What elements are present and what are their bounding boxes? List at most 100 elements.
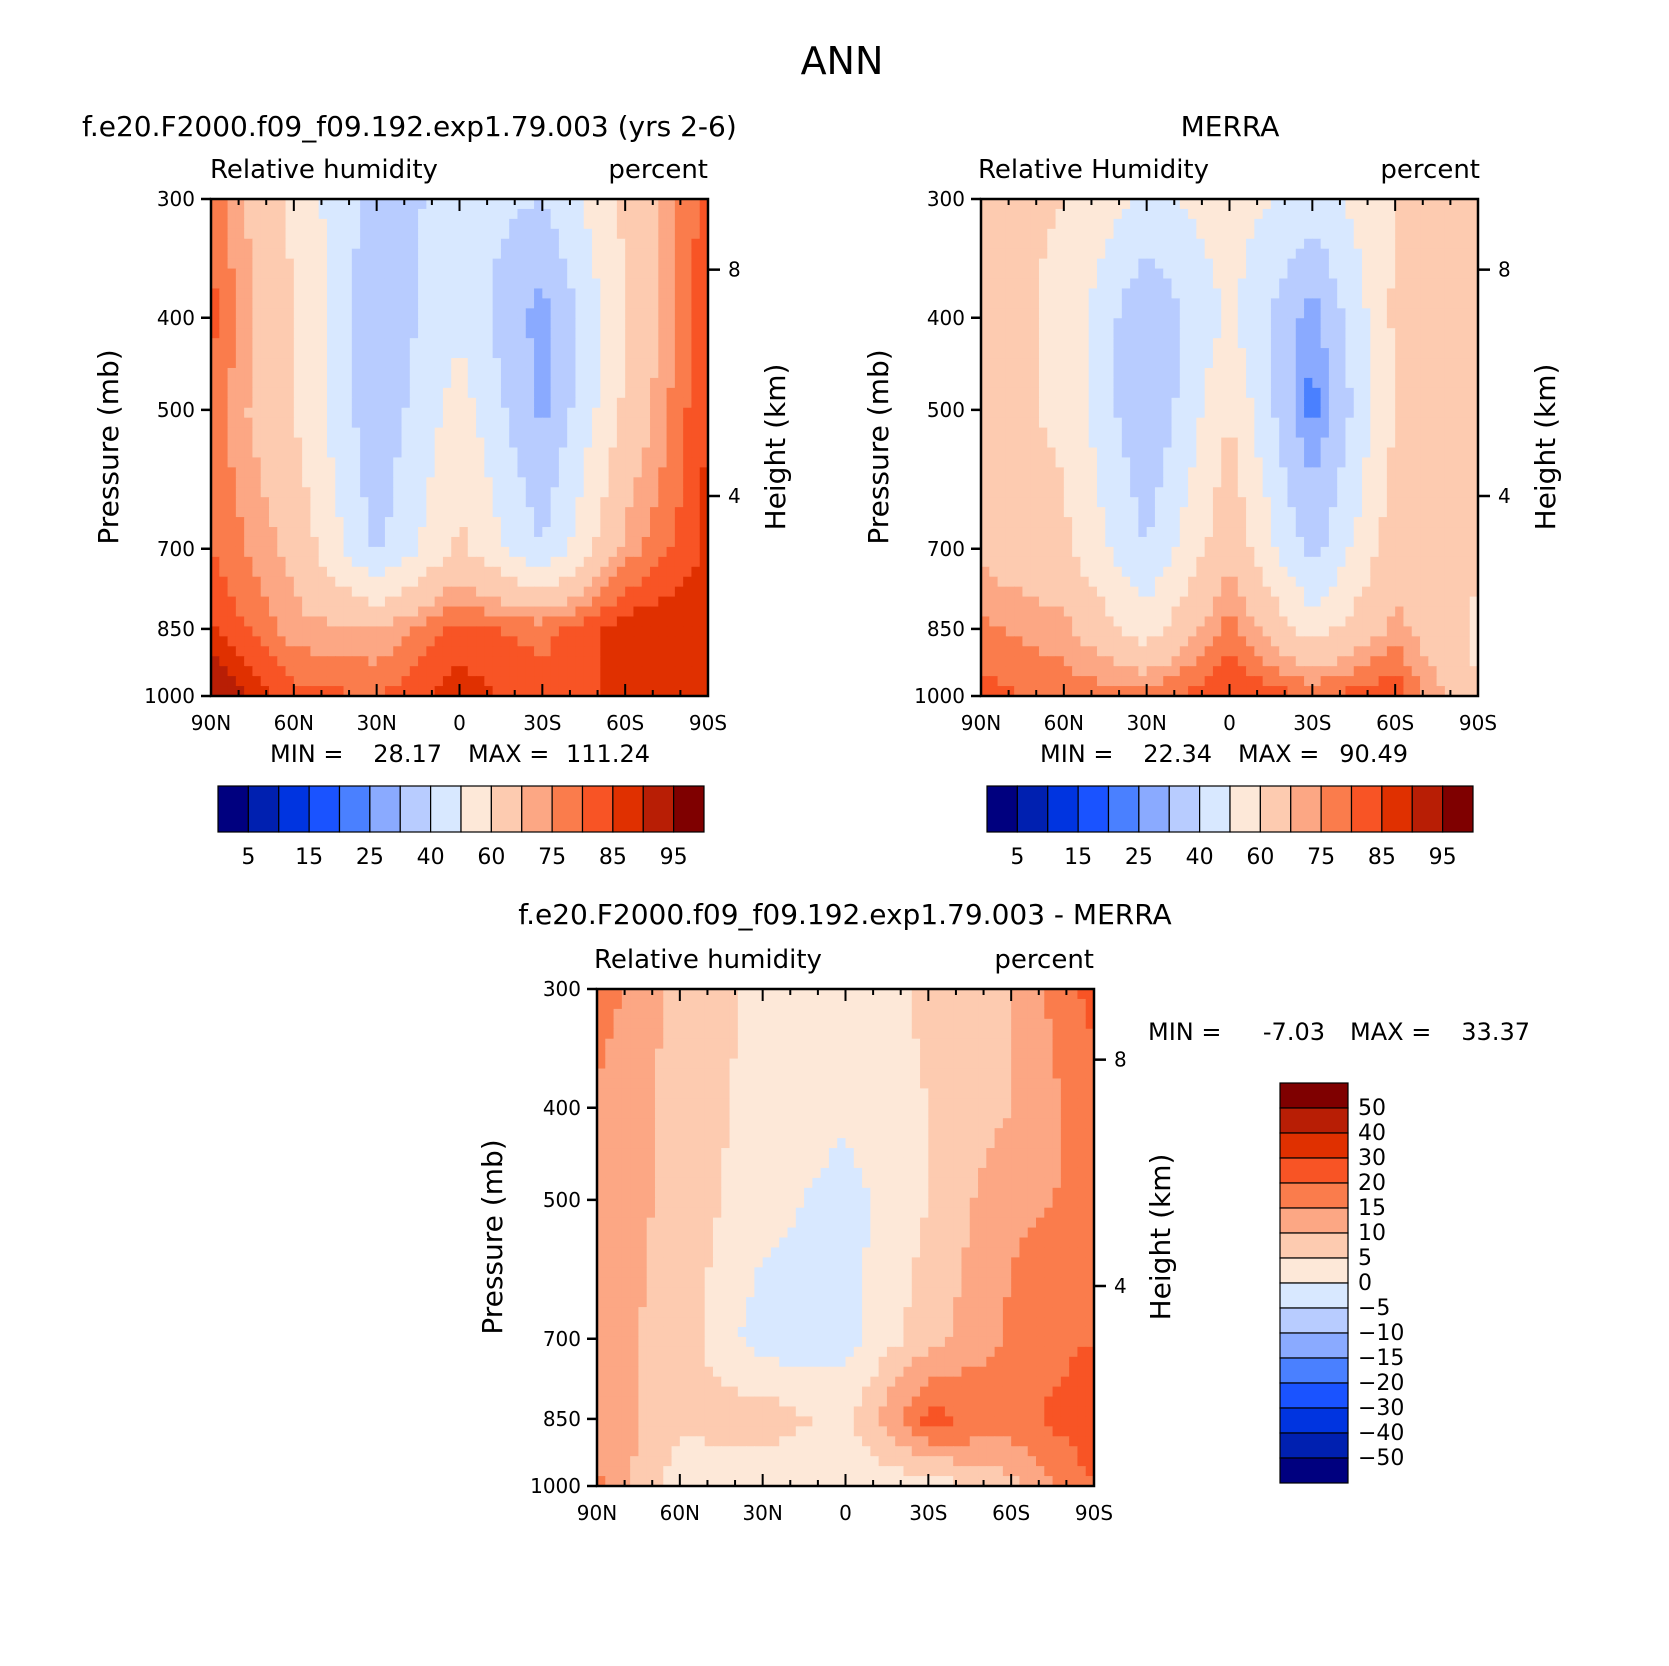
panel-obs-heatmap-cell	[1270, 318, 1280, 329]
panel-model-heatmap-cell	[558, 208, 568, 220]
panel-model-heatmap-cell	[683, 586, 693, 598]
panel-model-heatmap-cell	[302, 268, 311, 280]
panel-obs-heatmap-cell	[989, 447, 999, 459]
panel-model-heatmap-cell	[509, 417, 519, 429]
panel-obs-heatmap-cell	[1444, 397, 1454, 409]
panel-model-heatmap-cell	[583, 367, 593, 379]
panel-model-heatmap-cell	[658, 248, 668, 260]
panel-obs-heatmap-cell	[989, 218, 999, 230]
panel-obs-heatmap-cell	[1287, 218, 1297, 230]
panel-model-heatmap-cell	[625, 268, 635, 280]
panel-obs-heatmap-cell	[1138, 417, 1148, 429]
panel-obs-heatmap-cell	[1304, 477, 1313, 488]
panel-obs-heatmap-cell	[1005, 228, 1015, 240]
panel-obs-heatmap-cell	[1279, 238, 1289, 250]
panel-model-heatmap-cell	[691, 397, 701, 409]
panel-obs-heatmap-cell	[1163, 407, 1173, 419]
panel-model-heatmap-cell	[418, 437, 427, 449]
panel-model-heatmap-cell	[583, 199, 593, 210]
panel-model-heatmap-cell	[211, 248, 220, 260]
panel-obs-heatmap-cell	[997, 437, 1007, 449]
panel-model-heatmap-cell	[600, 477, 610, 488]
panel-model-heatmap-cell	[691, 278, 701, 290]
panel-obs-heatmap-cell	[1461, 397, 1471, 409]
panel-model-heatmap-cell	[459, 626, 469, 637]
panel-model-heatmap-cell	[658, 328, 668, 339]
panel-model-heatmap-cell	[426, 248, 436, 260]
panel-model-heatmap-cell	[459, 377, 469, 389]
panel-model-heatmap-cell	[418, 228, 427, 240]
panel-model-heatmap-cell	[633, 596, 643, 608]
panel-model-heatmap-cell	[384, 636, 394, 647]
panel-model-heatmap-cell	[451, 318, 461, 329]
panel-model-heatmap-cell	[376, 477, 386, 488]
panel-model-heatmap-cell	[658, 427, 668, 439]
panel-obs-heatmap-cell	[1229, 358, 1239, 369]
panel-obs-heatmap-cell	[1204, 238, 1214, 250]
panel-obs-heatmap-cell	[1196, 467, 1206, 478]
panel-model-heatmap-cell	[277, 566, 287, 578]
panel-model-heatmap-cell	[600, 676, 610, 687]
panel-model-heatmap-cell	[666, 288, 676, 299]
panel-model-heatmap-cell	[426, 218, 436, 230]
panel-model-heatmap-cell	[691, 686, 701, 697]
panel-model-heatmap-cell	[592, 556, 601, 568]
panel-model-heatmap-cell	[393, 457, 403, 468]
panel-model-heatmap-cell	[277, 487, 287, 498]
panel-model-heatmap-cell	[699, 417, 709, 429]
panel-obs-heatmap-cell	[997, 417, 1007, 429]
panel-model-heatmap-cell	[335, 686, 345, 697]
panel-model-heatmap-cell	[641, 517, 651, 528]
panel-obs-heatmap-cell	[1138, 437, 1148, 449]
panel-obs-heatmap-cell	[1105, 338, 1115, 349]
panel-model-heatmap-cell	[418, 417, 427, 429]
panel-model-heatmap-cell	[567, 596, 577, 608]
panel-obs-heatmap-cell	[1254, 208, 1264, 220]
panel-obs-heatmap-cell	[1378, 238, 1388, 250]
panel-obs-heatmap-cell	[1395, 208, 1405, 220]
panel-obs-heatmap-cell	[1113, 467, 1123, 478]
panel-model-heatmap-cell	[368, 676, 378, 687]
panel-obs-heatmap-cell	[1229, 248, 1239, 260]
panel-model-heatmap-cell	[293, 546, 303, 558]
panel-model-heatmap-cell	[268, 517, 278, 528]
panel-model-heatmap-cell	[592, 417, 601, 429]
panel-obs-heatmap-cell	[1005, 447, 1015, 459]
panel-model-heatmap-cell	[268, 606, 278, 618]
panel-obs-heatmap-cell	[1047, 348, 1057, 359]
panel-model-heatmap-cell	[318, 348, 328, 359]
panel-obs-heatmap-cell	[1047, 328, 1057, 339]
panel-model-heatmap-cell	[326, 626, 336, 637]
panel-model-heatmap-cell	[244, 348, 254, 359]
panel-obs-heatmap-cell	[1469, 328, 1479, 339]
panel-model-heatmap-cell	[211, 487, 220, 498]
panel-model-heatmap-cell	[650, 447, 659, 459]
panel-model-heatmap-cell	[418, 338, 427, 349]
panel-obs-heatmap-cell	[1436, 228, 1446, 240]
panel-obs-heatmap-cell	[1179, 298, 1189, 309]
panel-obs-heatmap-cell	[1461, 358, 1471, 369]
panel-obs-heatmap-cell	[1196, 387, 1206, 399]
panel-model-heatmap-cell	[616, 556, 626, 568]
panel-model-heatmap-cell	[658, 288, 668, 299]
panel-model-heatmap-cell	[211, 656, 220, 667]
panel-model-heatmap-cell	[360, 676, 369, 687]
panel-model-heatmap-cell	[227, 358, 237, 369]
panel-obs-heatmap-cell	[1295, 199, 1305, 210]
panel-model-heatmap-cell	[409, 606, 419, 618]
panel-obs-heatmap-cell	[1403, 497, 1413, 508]
panel-obs-heatmap-cell	[1221, 288, 1231, 299]
panel-model-heatmap-cell	[252, 626, 262, 637]
panel-model-heatmap-cell	[658, 238, 668, 250]
panel-model-heatmap-cell	[401, 556, 411, 568]
panel-model-heatmap-cell	[235, 676, 245, 687]
panel-model-heatmap-cell	[343, 318, 353, 329]
panel-obs-heatmap-cell	[1146, 318, 1156, 329]
panel-obs-heatmap-cell	[1436, 447, 1446, 459]
panel-obs-heatmap-cell	[1171, 497, 1181, 508]
panel-obs-heatmap-cell	[1378, 377, 1388, 389]
panel-obs-heatmap-cell	[1196, 318, 1206, 329]
panel-obs-heatmap-cell	[1121, 397, 1131, 409]
panel-obs-heatmap-cell	[1420, 447, 1429, 459]
panel-model-heatmap-cell	[633, 676, 643, 687]
